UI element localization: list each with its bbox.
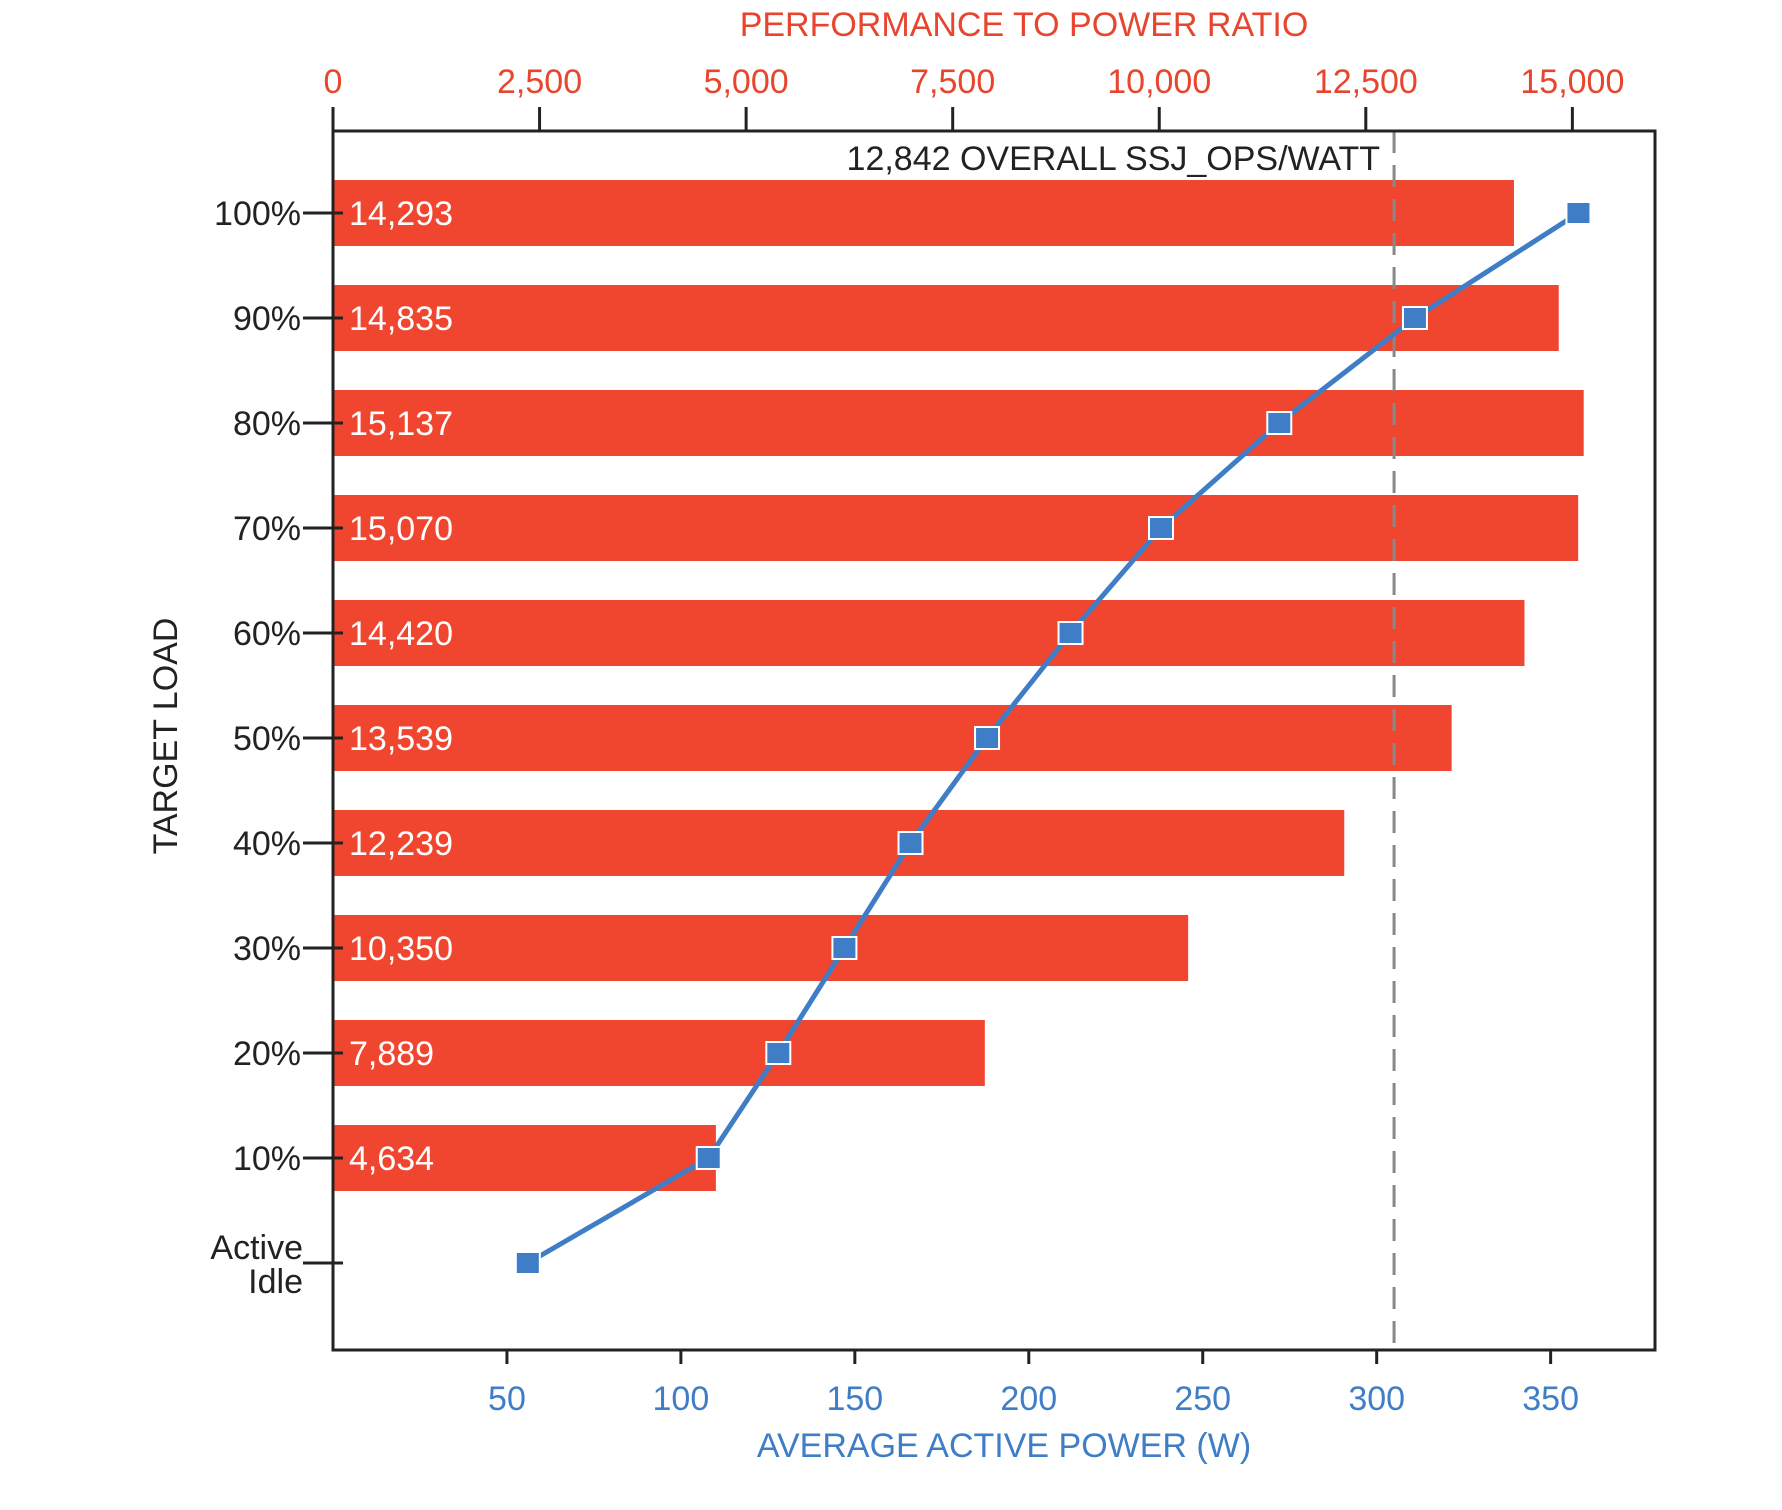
left-tick-label-0: 100%	[214, 195, 301, 233]
bar-value-label-5: 13,539	[349, 720, 453, 758]
bar-value-label-6: 12,239	[349, 825, 453, 863]
top-tick-label-3: 7,500	[910, 63, 995, 101]
bottom-tick-label-4: 250	[1174, 1380, 1231, 1418]
bottom-tick-label-1: 100	[653, 1380, 710, 1418]
bar-0	[333, 180, 1514, 246]
power-marker-6	[897, 831, 924, 855]
power-marker-9	[695, 1146, 722, 1170]
bottom-tick-label-5: 300	[1348, 1380, 1405, 1418]
bar-value-label-3: 15,070	[349, 510, 453, 548]
left-tick-label-8: 20%	[233, 1035, 301, 1073]
power-marker-0	[1565, 201, 1592, 225]
left-tick-label-10-a: Active	[210, 1229, 303, 1267]
top-tick-label-1: 2,500	[497, 63, 582, 101]
left-tick-label-1: 90%	[233, 300, 301, 338]
bar-value-label-7: 10,350	[349, 930, 453, 968]
bar-value-label-2: 15,137	[349, 405, 453, 443]
bar-value-label-1: 14,835	[349, 300, 453, 338]
bar-3	[333, 495, 1579, 561]
top-tick-label-0: 0	[324, 63, 343, 101]
left-tick-label-6: 40%	[233, 825, 301, 863]
top-tick-label-6: 15,000	[1520, 63, 1624, 101]
left-tick-label-10-b: Idle	[248, 1263, 303, 1301]
power-marker-8	[765, 1041, 792, 1065]
left-tick-label-3: 70%	[233, 510, 301, 548]
bottom-tick-label-3: 200	[1000, 1380, 1057, 1418]
top-tick-label-5: 12,500	[1314, 63, 1418, 101]
bars-layer	[333, 180, 1584, 1191]
bottom-tick-label-6: 350	[1522, 1380, 1579, 1418]
bar-value-label-4: 14,420	[349, 615, 453, 653]
reference-line-label: 12,842 OVERALL SSJ_OPS/WATT	[847, 140, 1381, 178]
bar-9	[333, 1125, 716, 1191]
left-tick-label-7: 30%	[233, 930, 301, 968]
axes-layer	[303, 107, 1657, 1364]
left-tick-label-9: 10%	[233, 1140, 301, 1178]
bar-8	[333, 1020, 985, 1086]
bottom-tick-label-2: 150	[826, 1380, 883, 1418]
power-marker-1	[1401, 306, 1428, 330]
power-marker-7	[831, 936, 858, 960]
top-tick-label-4: 10,000	[1107, 63, 1211, 101]
bar-1	[333, 285, 1559, 351]
power-marker-5	[974, 726, 1001, 750]
top-tick-label-2: 5,000	[704, 63, 789, 101]
power-marker-4	[1057, 621, 1084, 645]
bar-4	[333, 600, 1525, 666]
power-marker-2	[1266, 411, 1293, 435]
bottom-axis-title: AVERAGE ACTIVE POWER (W)	[757, 1427, 1251, 1465]
line-series-layer	[514, 201, 1592, 1275]
left-tick-label-5: 50%	[233, 720, 301, 758]
bar-value-label-0: 14,293	[349, 195, 453, 233]
bar-7	[333, 915, 1189, 981]
y-axis-title: TARGET LOAD	[147, 618, 185, 855]
bar-5	[333, 705, 1452, 771]
bar-6	[333, 810, 1345, 876]
top-axis-title: PERFORMANCE TO POWER RATIO	[740, 6, 1309, 44]
power-marker-10	[514, 1251, 541, 1275]
text-layer: 14,293 14,835 15,137 15,070 14,420 13,539 12,2…	[147, 6, 1624, 1465]
left-tick-label-4: 60%	[233, 615, 301, 653]
left-tick-label-2: 80%	[233, 405, 301, 443]
plot-frame	[331, 129, 1657, 1352]
power-marker-3	[1147, 516, 1174, 540]
bar-2	[333, 390, 1584, 456]
bottom-tick-label-0: 50	[488, 1380, 526, 1418]
bar-value-label-8: 7,889	[349, 1035, 434, 1073]
bar-value-label-9: 4,634	[349, 1140, 434, 1178]
